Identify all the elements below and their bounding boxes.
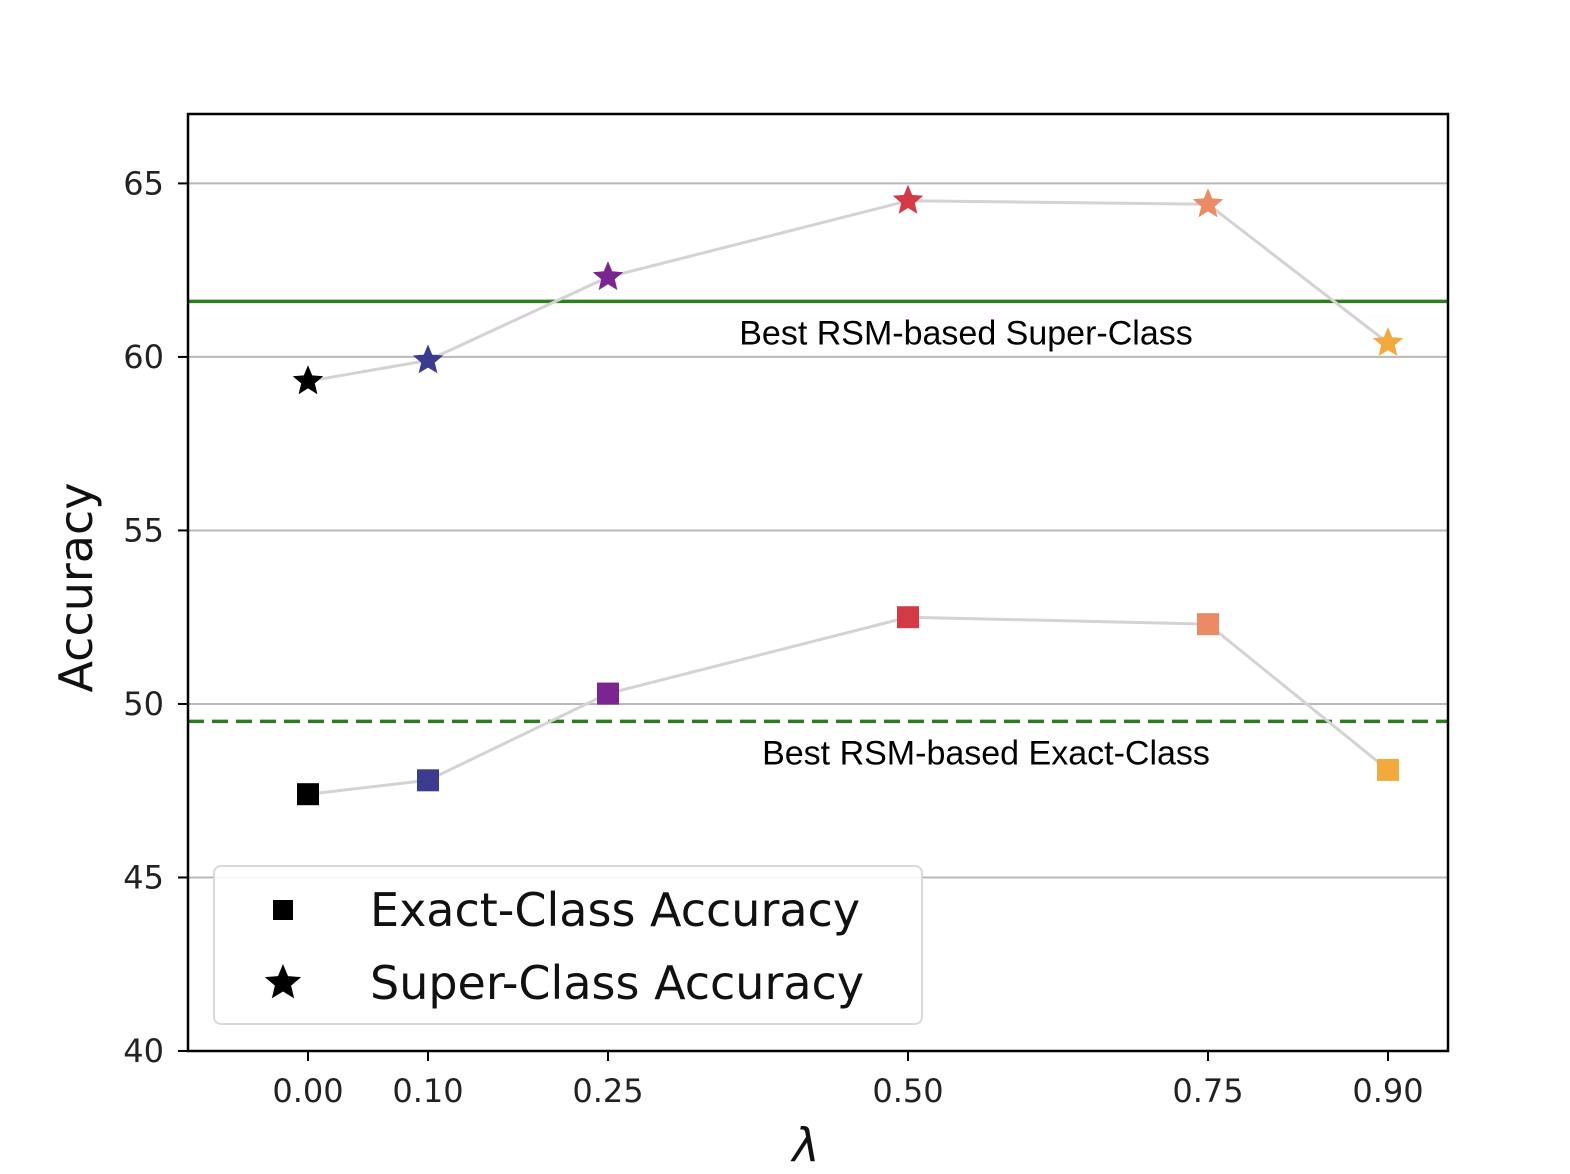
- data-point-star: [292, 365, 324, 395]
- x-axis-label: λ: [789, 1118, 819, 1172]
- y-tick-label: 50: [123, 685, 164, 723]
- y-tick-label: 60: [123, 338, 164, 376]
- y-axis-label: Accuracy: [49, 482, 103, 692]
- reference-lines: Best RSM-based Super-Class Best RSM-based…: [188, 299, 1448, 772]
- data-markers: [292, 184, 1404, 806]
- x-tick-label: 0.75: [1172, 1072, 1243, 1110]
- plot-area-frame: [186, 112, 1450, 1053]
- y-tick-label: 55: [123, 511, 164, 549]
- series-connector: [307, 199, 1389, 383]
- x-tick-label: 0.00: [272, 1072, 343, 1110]
- y-tick-label: 40: [123, 1032, 164, 1070]
- data-point-square: [417, 769, 439, 792]
- grid-lines: [188, 182, 1448, 879]
- y-tick-label: 65: [123, 164, 164, 202]
- x-tick-label: 0.10: [392, 1072, 463, 1110]
- data-point-star: [1192, 188, 1224, 218]
- legend: Exact-Class Accuracy Super-Class Accuracy: [213, 865, 923, 1025]
- x-tick-label: 0.50: [872, 1072, 943, 1110]
- data-point-square: [897, 606, 919, 629]
- reference-line-label: Best RSM-based Super-Class: [739, 314, 1193, 352]
- y-tick-label: 45: [123, 858, 164, 896]
- x-tick-label: 0.90: [1352, 1072, 1423, 1110]
- series-connectors: [307, 199, 1389, 796]
- legend-entry-label: Exact-Class Accuracy: [370, 883, 860, 937]
- legend-entry-label: Super-Class Accuracy: [370, 956, 864, 1010]
- data-point-star: [892, 184, 924, 214]
- data-point-star: [592, 261, 624, 291]
- data-point-square: [297, 783, 319, 806]
- data-point-star: [412, 344, 444, 374]
- data-point-star: [1372, 327, 1404, 356]
- axis-ticks: 40 45 50 55 60 65 0.00 0.10 0.25 0.50 0.75 0.90: [123, 164, 1423, 1110]
- data-point-square: [1377, 758, 1399, 781]
- legend-marker: [264, 964, 302, 999]
- series-connector: [307, 615, 1389, 796]
- reference-line-label: Best RSM-based Exact-Class: [762, 734, 1210, 772]
- data-point-square: [597, 682, 619, 705]
- x-tick-label: 0.25: [572, 1072, 643, 1110]
- legend-box: [213, 865, 923, 1025]
- legend-marker: [273, 900, 293, 920]
- data-point-square: [1197, 613, 1219, 636]
